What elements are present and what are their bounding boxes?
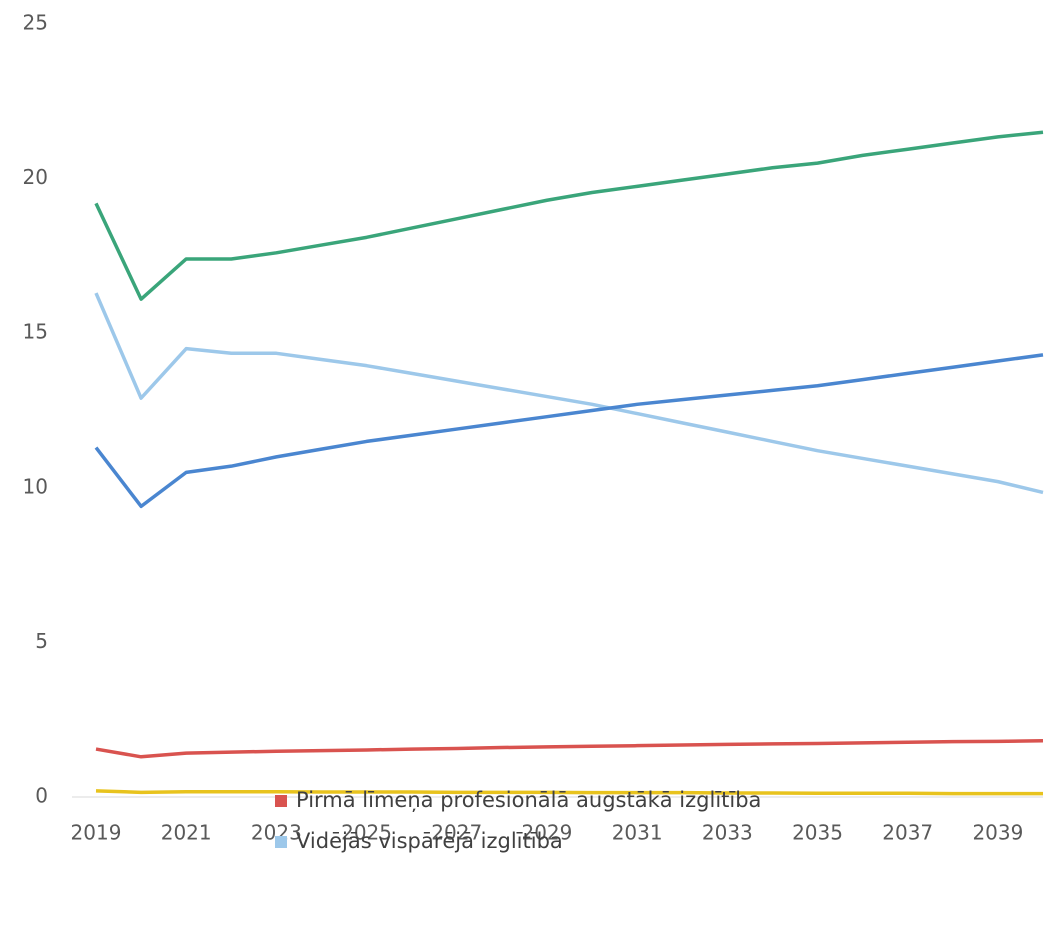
series-line (95, 738, 1044, 759)
series-line (94, 130, 1044, 301)
legend-label: Pirmā līmeņa profesionālā augstākā izglī… (296, 788, 761, 812)
legend-swatch (275, 836, 287, 848)
y-tick-label: 20 (23, 165, 48, 189)
y-tick-label: 10 (23, 474, 48, 498)
x-tick-label: 2031 (612, 821, 663, 845)
legend-label: Vidējās vispārējā izglītība (296, 829, 563, 853)
legend-swatch (275, 795, 287, 807)
x-tick-label: 2025 (341, 821, 392, 845)
series-line (94, 292, 1044, 495)
series-line (95, 789, 1043, 796)
x-tick-label: 2035 (792, 821, 843, 845)
y-tick-label: 0 (35, 784, 48, 808)
series-line (94, 353, 1044, 509)
x-tick-label: 2027 (431, 821, 482, 845)
y-tick-label: 15 (23, 320, 48, 344)
x-tick-label: 2039 (972, 821, 1023, 845)
x-tick-label: 2019 (71, 821, 122, 845)
x-tick-label: 2021 (161, 821, 212, 845)
x-tick-label: 2029 (521, 821, 572, 845)
x-tick-label: 2037 (882, 821, 933, 845)
y-tick-label: 5 (35, 629, 48, 653)
y-tick-label: 25 (23, 11, 48, 35)
x-tick-label: 2033 (702, 821, 753, 845)
